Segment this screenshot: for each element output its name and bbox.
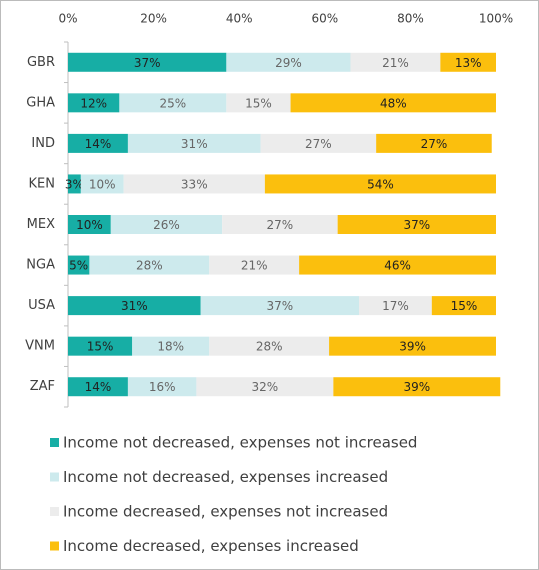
data-label: 15% xyxy=(451,299,478,313)
data-label: 25% xyxy=(160,96,187,110)
data-label: 14% xyxy=(85,380,112,394)
legend-label: Income not decreased, expenses increased xyxy=(63,468,388,486)
data-label: 10% xyxy=(76,218,103,232)
bar-segment xyxy=(350,52,441,72)
data-label: 3% xyxy=(65,177,84,191)
bar-segment xyxy=(200,296,360,316)
data-label: 17% xyxy=(382,299,409,313)
legend-swatch xyxy=(50,541,59,551)
data-label: 48% xyxy=(380,96,407,110)
data-label: 5% xyxy=(69,259,88,273)
x-tick-label: 20% xyxy=(140,12,167,26)
legend-label: Income decreased, expenses not increased xyxy=(63,503,388,521)
bar-segment xyxy=(68,336,133,356)
data-label: 18% xyxy=(157,340,184,354)
bar-segment xyxy=(89,255,210,275)
data-label: 54% xyxy=(367,177,394,191)
data-label: 21% xyxy=(241,259,268,273)
bar-segment xyxy=(132,336,210,356)
data-label: 12% xyxy=(80,96,107,110)
bar-segment xyxy=(68,377,128,397)
data-label: 33% xyxy=(181,177,208,191)
bar-segment xyxy=(333,377,501,397)
bar-segment xyxy=(68,174,81,194)
legend-label: Income not decreased, expenses not incre… xyxy=(63,434,417,452)
x-tick-label: 40% xyxy=(226,12,253,26)
bar-segment xyxy=(329,336,496,356)
data-label: 21% xyxy=(382,56,409,70)
x-tick-label: 80% xyxy=(397,12,424,26)
bar-segment xyxy=(440,52,496,72)
data-label: 31% xyxy=(181,137,208,151)
data-label: 29% xyxy=(275,56,302,70)
legend-swatch xyxy=(50,507,59,516)
bar-segment xyxy=(359,296,432,316)
legend-swatch xyxy=(50,438,59,447)
data-label: 15% xyxy=(245,96,272,110)
data-label: 27% xyxy=(305,137,332,151)
bar-segment xyxy=(68,93,120,113)
bar-segment xyxy=(196,377,334,397)
bar-segment xyxy=(260,133,377,153)
data-label: 37% xyxy=(403,218,430,232)
data-label: 32% xyxy=(252,380,279,394)
category-label: USA xyxy=(28,298,55,313)
category-label: MEX xyxy=(27,217,55,232)
bar-segment xyxy=(68,133,128,153)
bar-segment xyxy=(222,215,338,234)
bar-segment xyxy=(290,93,496,113)
data-label: 10% xyxy=(89,177,116,191)
legend-swatch xyxy=(50,472,59,482)
bar-segment xyxy=(68,215,111,234)
data-label: 27% xyxy=(421,137,448,151)
bar-segment xyxy=(431,296,496,316)
data-label: 28% xyxy=(256,340,283,354)
bar-segment xyxy=(209,336,330,356)
bar-segment xyxy=(68,255,90,275)
category-label: GHA xyxy=(26,95,55,110)
category-label: GBR xyxy=(27,55,55,70)
bar-segment xyxy=(68,52,227,72)
data-label: 39% xyxy=(403,380,430,394)
bar-segment xyxy=(299,255,496,275)
data-label: 14% xyxy=(85,137,112,151)
data-label: 13% xyxy=(455,56,482,70)
category-label: IND xyxy=(31,136,55,151)
data-label: 26% xyxy=(153,218,180,232)
bar-segment xyxy=(127,377,197,397)
category-label: VNM xyxy=(25,339,55,354)
bar-segment xyxy=(127,133,261,153)
data-label: 15% xyxy=(87,340,114,354)
data-label: 46% xyxy=(384,259,411,273)
legend-label: Income decreased, expenses increased xyxy=(63,537,359,555)
data-label: 27% xyxy=(267,218,294,232)
category-label: KEN xyxy=(29,176,55,191)
x-tick-label: 100% xyxy=(479,12,513,26)
bar-segment xyxy=(110,215,223,234)
bar-segment xyxy=(68,296,201,316)
data-label: 37% xyxy=(267,299,294,313)
bar-segment xyxy=(226,93,291,113)
bar-segment xyxy=(376,133,492,153)
bar-segment xyxy=(226,52,351,72)
data-label: 39% xyxy=(399,340,426,354)
data-label: 28% xyxy=(136,259,163,273)
category-label: ZAF xyxy=(30,379,55,394)
x-tick-label: 0% xyxy=(58,12,77,26)
bar-segment xyxy=(119,93,227,113)
bar-segment xyxy=(123,174,265,194)
bar-segment xyxy=(209,255,300,275)
bar-segment xyxy=(337,215,496,234)
data-label: 37% xyxy=(134,56,161,70)
bar-segment xyxy=(80,174,124,194)
x-tick-label: 60% xyxy=(311,12,338,26)
bar-segment xyxy=(264,174,496,194)
data-label: 31% xyxy=(121,299,148,313)
data-label: 16% xyxy=(149,380,176,394)
category-label: NGA xyxy=(26,258,55,273)
